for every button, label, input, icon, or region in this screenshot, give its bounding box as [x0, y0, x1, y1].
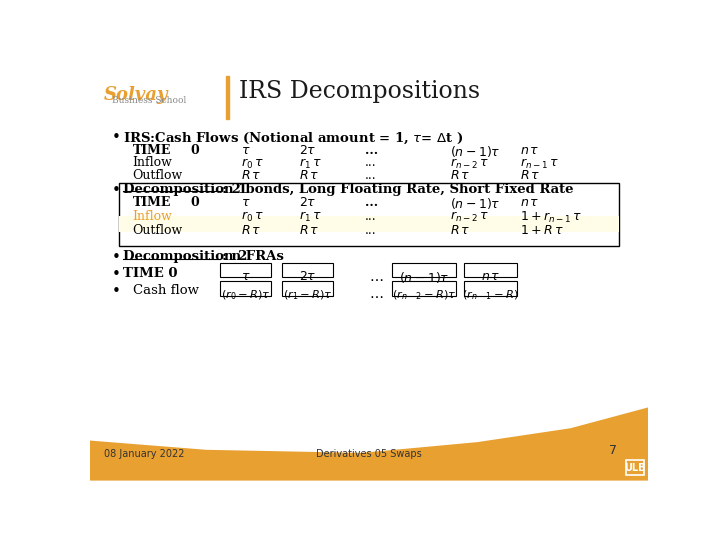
Text: $(n-1)\tau$: $(n-1)\tau$ — [451, 144, 501, 159]
Text: ...: ... — [365, 157, 377, 170]
Text: $r_1\,\tau$: $r_1\,\tau$ — [300, 210, 322, 224]
Text: •: • — [112, 183, 120, 198]
Text: $\tau$: $\tau$ — [241, 195, 251, 208]
Text: Inflow: Inflow — [132, 210, 173, 222]
Text: $\tau$: $\tau$ — [240, 271, 250, 284]
FancyBboxPatch shape — [220, 281, 271, 296]
Text: $R\,\tau$: $R\,\tau$ — [520, 168, 541, 182]
Text: TIME: TIME — [132, 144, 171, 157]
Text: 0: 0 — [191, 195, 199, 208]
Text: ...: ... — [365, 144, 378, 157]
Text: $1+R\,\tau$: $1+R\,\tau$ — [520, 224, 564, 237]
Text: $r_1\,\tau$: $r_1\,\tau$ — [300, 157, 322, 171]
Text: $r_{n-1}\,\tau$: $r_{n-1}\,\tau$ — [520, 157, 559, 171]
Text: $2\tau$: $2\tau$ — [300, 195, 317, 208]
Text: Inflow: Inflow — [132, 157, 173, 170]
Text: $r_{n-2}\,\tau$: $r_{n-2}\,\tau$ — [451, 210, 490, 224]
Text: $1+r_{n-1}\,\tau$: $1+r_{n-1}\,\tau$ — [520, 210, 582, 225]
FancyBboxPatch shape — [392, 264, 456, 278]
Text: ...: ... — [365, 224, 377, 237]
Text: ...: ... — [365, 195, 378, 208]
Text: $r_{n-2}\,\tau$: $r_{n-2}\,\tau$ — [451, 157, 490, 171]
Text: Decomposition 2: Decomposition 2 — [122, 251, 247, 264]
Text: Solvay: Solvay — [104, 85, 168, 104]
FancyBboxPatch shape — [220, 264, 271, 278]
FancyBboxPatch shape — [464, 281, 517, 296]
FancyBboxPatch shape — [282, 281, 333, 296]
Text: 08 January 2022: 08 January 2022 — [104, 449, 184, 459]
Text: ...: ... — [365, 168, 377, 182]
Text: •: • — [112, 267, 120, 281]
Text: $(r_1 -R)\tau$: $(r_1 -R)\tau$ — [282, 289, 332, 302]
FancyBboxPatch shape — [119, 183, 618, 246]
Text: Business School: Business School — [112, 96, 186, 105]
FancyBboxPatch shape — [119, 217, 618, 232]
Text: ...: ... — [365, 210, 377, 222]
FancyBboxPatch shape — [392, 281, 456, 296]
Bar — [225, 76, 229, 119]
Polygon shape — [90, 408, 648, 481]
Text: $R\,\tau$: $R\,\tau$ — [300, 168, 320, 182]
Text: $(r_0 - R)\tau$: $(r_0 - R)\tau$ — [220, 289, 270, 302]
Text: IRS:Cash Flows (Notional amount = 1, $\tau$= $\Delta$t ): IRS:Cash Flows (Notional amount = 1, $\t… — [122, 130, 463, 146]
Text: Derivatives 05 Swaps: Derivatives 05 Swaps — [316, 449, 422, 459]
Text: $R\,\tau$: $R\,\tau$ — [300, 224, 320, 237]
Text: Cash flow: Cash flow — [132, 284, 199, 297]
Text: $n\,\tau$: $n\,\tau$ — [520, 195, 540, 208]
Text: $(n-1)\tau$: $(n-1)\tau$ — [451, 195, 501, 211]
Text: $r_0\,\tau$: $r_0\,\tau$ — [241, 157, 264, 171]
Text: TIME: TIME — [132, 195, 171, 208]
Text: $\ldots$: $\ldots$ — [369, 287, 383, 301]
Text: 0: 0 — [191, 144, 199, 157]
Text: $R\,\tau$: $R\,\tau$ — [241, 168, 261, 182]
Text: Outflow: Outflow — [132, 168, 183, 182]
Text: $(r_{n-1}- R)$: $(r_{n-1}- R)$ — [462, 289, 519, 302]
Text: $n\,\tau$: $n\,\tau$ — [481, 271, 500, 284]
Text: $\tau$: $\tau$ — [241, 144, 251, 157]
FancyBboxPatch shape — [282, 264, 333, 278]
Text: 7: 7 — [609, 444, 617, 457]
Text: : 2 bonds, Long Floating Rate, Short Fixed Rate: : 2 bonds, Long Floating Rate, Short Fix… — [222, 183, 573, 195]
Text: $(r_{n-2} -R)\tau$: $(r_{n-2} -R)\tau$ — [392, 289, 456, 302]
Text: •: • — [112, 251, 120, 265]
Text: $R\,\tau$: $R\,\tau$ — [241, 224, 261, 237]
Text: : n FRAs: : n FRAs — [222, 251, 284, 264]
Text: $2\tau$: $2\tau$ — [300, 144, 317, 157]
Text: Outflow: Outflow — [132, 224, 183, 237]
Text: •: • — [112, 284, 120, 299]
Text: •: • — [112, 130, 120, 145]
Text: IRS Decompositions: IRS Decompositions — [239, 80, 480, 103]
Text: $\ldots$: $\ldots$ — [369, 269, 383, 284]
Text: $(n-1)\tau$: $(n-1)\tau$ — [399, 271, 449, 285]
Text: $r_0\,\tau$: $r_0\,\tau$ — [241, 210, 264, 224]
Text: $R\,\tau$: $R\,\tau$ — [451, 168, 471, 182]
Text: ULB: ULB — [624, 463, 646, 473]
Text: $R\,\tau$: $R\,\tau$ — [451, 224, 471, 237]
Text: TIME 0: TIME 0 — [122, 267, 177, 280]
Text: $2\tau$: $2\tau$ — [299, 271, 316, 284]
Text: $n\,\tau$: $n\,\tau$ — [520, 144, 540, 157]
Text: Decomposition 1: Decomposition 1 — [122, 183, 247, 195]
FancyBboxPatch shape — [464, 264, 517, 278]
